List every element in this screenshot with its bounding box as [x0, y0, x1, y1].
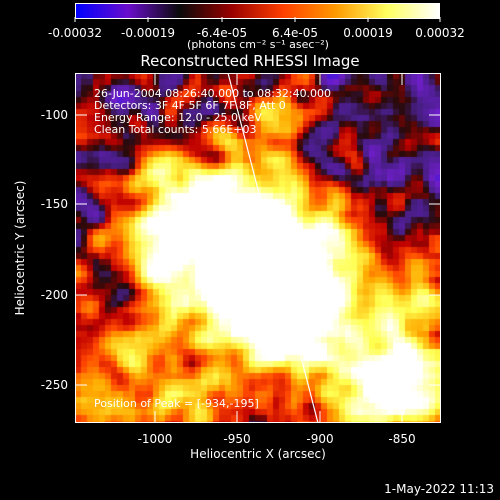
x-tick-label: -1000	[137, 432, 173, 446]
colorbar-tick-label: 0.00032	[415, 26, 465, 40]
colorbar-ticks	[74, 17, 441, 22]
colorbar	[75, 3, 440, 19]
x-tick-label: -950	[223, 432, 251, 446]
plot-frame	[75, 73, 441, 423]
colorbar-unit: (photons cm⁻² s⁻¹ asec⁻²)	[187, 38, 329, 51]
info-energy-range: Energy Range: 12.0 - 25.0 keV	[94, 111, 262, 124]
colorbar-tick-label: -6.4e-05	[196, 26, 248, 40]
y-tick-label: -250	[40, 378, 68, 392]
x-axis-label: Heliocentric X (arcsec)	[190, 447, 326, 461]
y-tick-label: -200	[40, 288, 68, 302]
axis-ticks	[75, 73, 441, 423]
x-tick-label: -900	[306, 432, 334, 446]
limb-overlay	[227, 73, 319, 423]
y-tick-label: -150	[40, 197, 68, 211]
solar-limb-line	[227, 73, 319, 423]
colorbar-tick-label: -0.00019	[121, 26, 175, 40]
info-total-counts: Clean Total counts: 5.66E+03	[94, 123, 257, 136]
colorbar-tick-label: -0.00032	[48, 26, 102, 40]
image-title: Reconstructed RHESSI Image	[140, 52, 360, 70]
y-axis-label: Heliocentric Y (arcsec)	[13, 180, 27, 316]
colorbar-tick-label: 6.4e-05	[271, 26, 319, 40]
info-detectors: Detectors: 3F 4F 5F 6F 7F 8F, Att 0	[94, 99, 286, 112]
info-time-range: 26-Jun-2004 08:26:40.000 to 08:32:40.000	[94, 87, 332, 100]
rhessi-image	[75, 73, 441, 423]
peak-position: Position of Peak = [-934,-195]	[94, 397, 259, 410]
timestamp: 1-May-2022 11:13	[384, 482, 494, 496]
x-tick-label: -850	[388, 432, 416, 446]
y-tick-label: -100	[40, 108, 68, 122]
colorbar-tick-label: 0.00019	[343, 26, 393, 40]
